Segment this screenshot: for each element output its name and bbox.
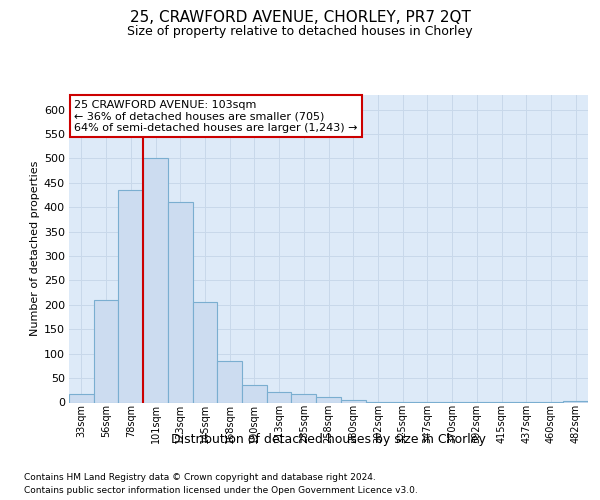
Bar	[292, 394, 316, 402]
Text: Distribution of detached houses by size in Chorley: Distribution of detached houses by size …	[172, 432, 486, 446]
Bar	[168, 202, 193, 402]
Text: Contains HM Land Registry data © Crown copyright and database right 2024.: Contains HM Land Registry data © Crown c…	[24, 472, 376, 482]
Bar	[267, 392, 292, 402]
Bar	[143, 158, 168, 402]
Bar	[118, 190, 143, 402]
Bar	[316, 396, 341, 402]
Bar	[193, 302, 217, 402]
Text: 25, CRAWFORD AVENUE, CHORLEY, PR7 2QT: 25, CRAWFORD AVENUE, CHORLEY, PR7 2QT	[130, 10, 470, 25]
Bar	[341, 400, 365, 402]
Bar	[69, 394, 94, 402]
Bar	[563, 401, 588, 402]
Bar	[94, 300, 118, 402]
Y-axis label: Number of detached properties: Number of detached properties	[29, 161, 40, 336]
Text: Size of property relative to detached houses in Chorley: Size of property relative to detached ho…	[127, 25, 473, 38]
Bar	[217, 361, 242, 403]
Text: 25 CRAWFORD AVENUE: 103sqm
← 36% of detached houses are smaller (705)
64% of sem: 25 CRAWFORD AVENUE: 103sqm ← 36% of deta…	[74, 100, 358, 133]
Bar	[242, 386, 267, 402]
Text: Contains public sector information licensed under the Open Government Licence v3: Contains public sector information licen…	[24, 486, 418, 495]
